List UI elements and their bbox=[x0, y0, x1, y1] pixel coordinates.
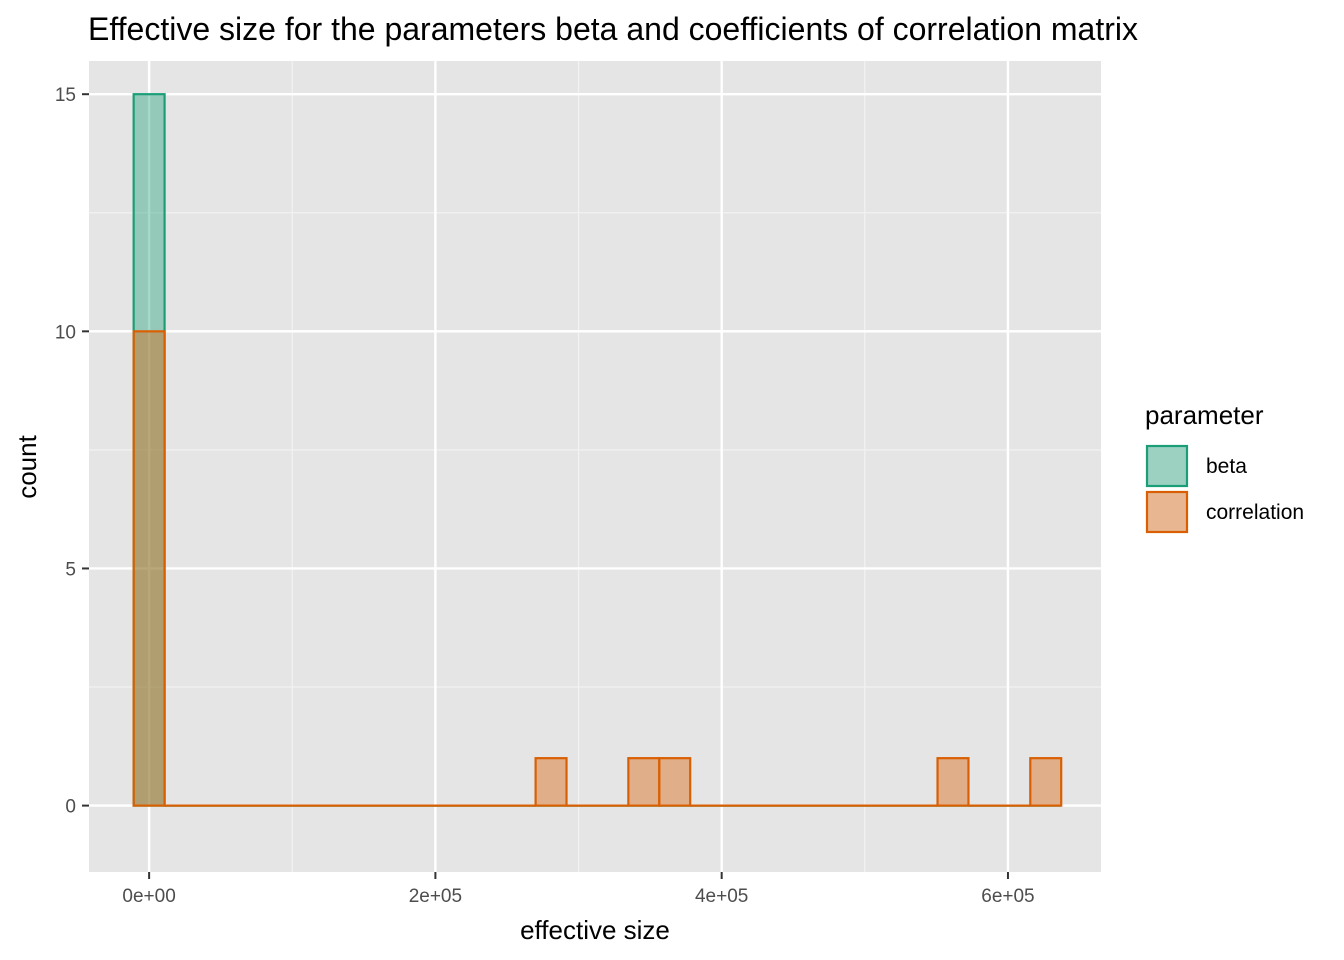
legend-swatch-beta bbox=[1145, 444, 1189, 488]
x-tick-label: 0e+00 bbox=[122, 886, 175, 907]
x-axis: 0e+00 2e+05 4e+05 6e+05 bbox=[122, 872, 1035, 907]
plot-panel bbox=[89, 61, 1101, 872]
histogram-bars bbox=[132, 93, 1063, 807]
legend: parameter beta correlation bbox=[1145, 400, 1304, 534]
legend-label-correlation: correlation bbox=[1206, 501, 1304, 524]
y-axis-title: count bbox=[12, 434, 42, 498]
bar-correlation bbox=[658, 757, 692, 807]
x-tick-label: 4e+05 bbox=[695, 886, 748, 907]
series-correlation bbox=[132, 330, 1063, 807]
legend-key-background bbox=[1146, 491, 1188, 533]
bar-correlation bbox=[132, 330, 166, 807]
y-tick-label: 15 bbox=[55, 85, 76, 106]
x-tick-label: 2e+05 bbox=[409, 886, 462, 907]
bar-correlation bbox=[534, 757, 568, 807]
y-tick-label: 10 bbox=[55, 322, 76, 343]
bar-correlation bbox=[1029, 757, 1063, 807]
legend-key-background bbox=[1146, 445, 1188, 487]
bar-correlation bbox=[627, 757, 661, 807]
x-tick-label: 6e+05 bbox=[981, 886, 1034, 907]
x-axis-title: effective size bbox=[520, 915, 670, 945]
legend-item-correlation: correlation bbox=[1145, 490, 1304, 534]
minor-gridlines bbox=[89, 61, 1101, 872]
legend-item-beta: beta bbox=[1145, 444, 1247, 488]
y-tick-label: 5 bbox=[65, 559, 76, 580]
y-tick-label: 0 bbox=[65, 797, 76, 818]
legend-swatch-correlation bbox=[1145, 490, 1189, 534]
legend-items: beta correlation bbox=[1145, 444, 1304, 534]
legend-label-beta: beta bbox=[1206, 455, 1247, 478]
chart-title: Effective size for the parameters beta a… bbox=[88, 11, 1138, 47]
y-axis: 0 5 10 15 bbox=[55, 85, 89, 818]
bar-correlation bbox=[936, 757, 970, 807]
legend-title: parameter bbox=[1145, 400, 1264, 430]
